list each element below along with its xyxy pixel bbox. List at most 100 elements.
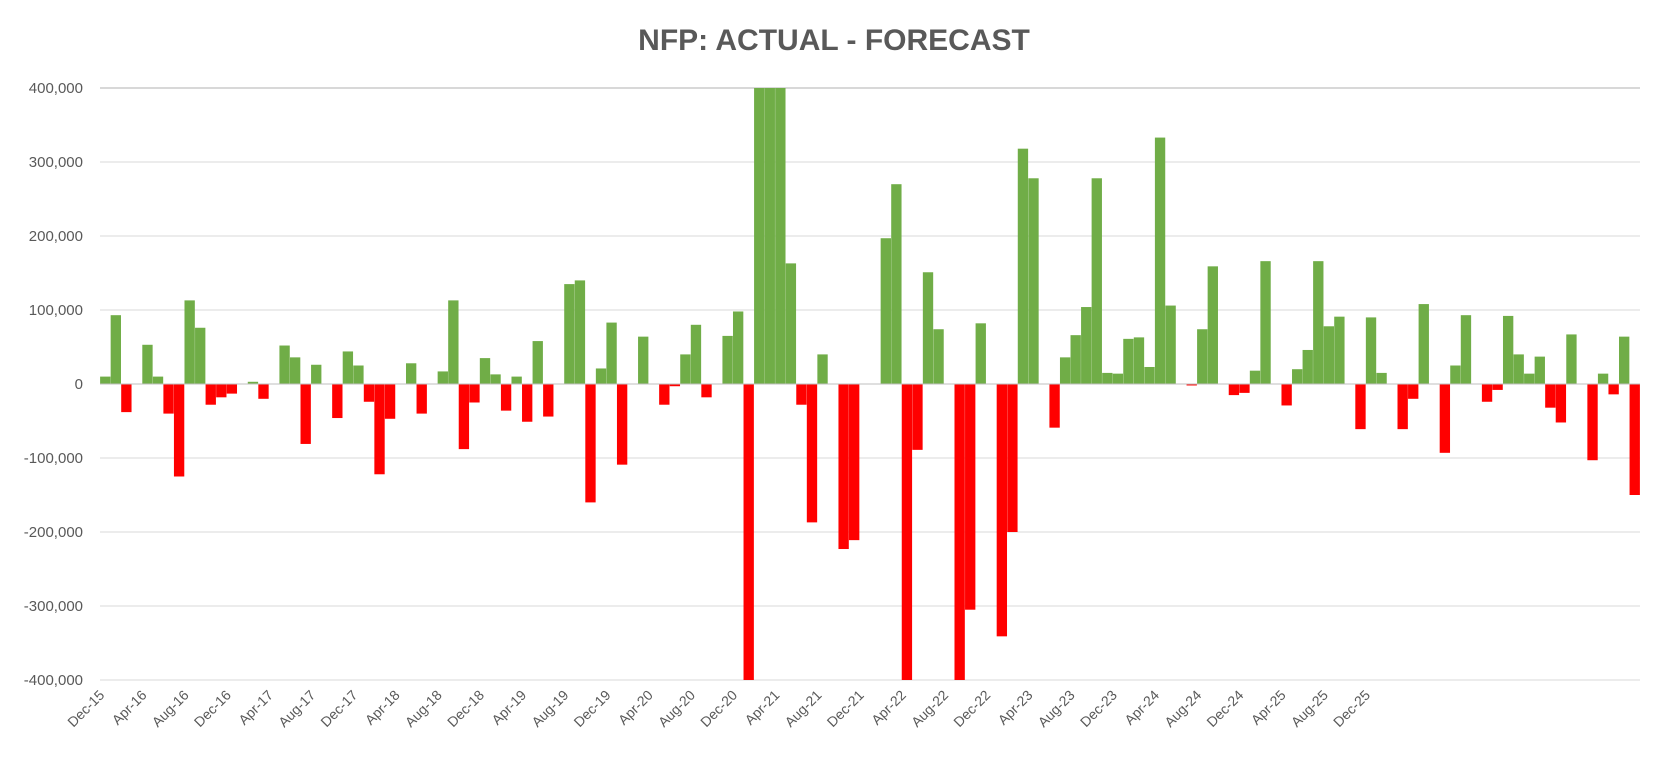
x-tick-label: Apr-21 bbox=[741, 687, 782, 728]
bar bbox=[1112, 373, 1124, 384]
bar bbox=[775, 88, 786, 384]
bar bbox=[1133, 337, 1145, 384]
x-tick-label: Dec-16 bbox=[191, 687, 234, 730]
bar bbox=[184, 300, 195, 384]
bar bbox=[500, 384, 512, 411]
bar bbox=[1081, 307, 1092, 384]
bar bbox=[680, 354, 691, 384]
x-tick-label: Apr-23 bbox=[995, 687, 1036, 728]
x-tick-label: Dec-22 bbox=[950, 687, 993, 730]
y-tick-label: -400,000 bbox=[24, 672, 83, 689]
x-tick-label: Aug-25 bbox=[1288, 687, 1331, 730]
bar bbox=[933, 329, 944, 384]
bar bbox=[363, 384, 375, 402]
bar bbox=[732, 311, 744, 384]
bar bbox=[543, 384, 554, 417]
y-tick-label: 100,000 bbox=[29, 302, 83, 319]
bar bbox=[616, 384, 628, 465]
y-axis-ticks: 400,000 300,000 200,000 100,000 0 -100,000 -20… bbox=[24, 80, 83, 689]
bar bbox=[1007, 384, 1018, 532]
bar bbox=[701, 384, 712, 398]
bar bbox=[659, 384, 670, 405]
x-tick-label: Aug-20 bbox=[655, 687, 698, 730]
bar bbox=[1313, 261, 1324, 384]
bar bbox=[785, 263, 797, 384]
bar bbox=[1545, 384, 1556, 408]
bar bbox=[880, 238, 891, 384]
bar bbox=[1239, 384, 1250, 393]
x-tick-label: Aug-17 bbox=[275, 687, 318, 730]
bar bbox=[532, 341, 543, 384]
y-tick-label: 0 bbox=[75, 376, 83, 393]
bar bbox=[1102, 372, 1113, 384]
bar bbox=[152, 376, 164, 384]
bar bbox=[1555, 384, 1567, 423]
bar bbox=[1017, 148, 1029, 384]
bar bbox=[1228, 384, 1240, 396]
bar bbox=[469, 384, 480, 403]
bar bbox=[110, 315, 121, 384]
bar bbox=[1207, 266, 1218, 384]
bar bbox=[1513, 354, 1524, 384]
bar bbox=[1302, 349, 1313, 384]
bar bbox=[1091, 178, 1102, 384]
bar bbox=[817, 354, 828, 384]
bar bbox=[922, 272, 934, 384]
bars bbox=[100, 88, 1640, 680]
bar bbox=[195, 327, 206, 384]
bar bbox=[669, 384, 681, 387]
bar bbox=[311, 364, 322, 384]
bar bbox=[1197, 329, 1208, 384]
bar bbox=[437, 371, 448, 384]
bar bbox=[300, 384, 311, 444]
bar bbox=[1365, 317, 1377, 384]
bar bbox=[163, 384, 174, 414]
bar bbox=[849, 384, 860, 541]
bar bbox=[405, 363, 417, 384]
bar bbox=[1281, 384, 1292, 406]
bar bbox=[1597, 373, 1609, 384]
bar bbox=[1450, 365, 1461, 384]
bar bbox=[1619, 336, 1630, 384]
bar bbox=[891, 184, 902, 384]
bar bbox=[1260, 261, 1271, 384]
bar bbox=[173, 384, 185, 477]
bar bbox=[1186, 384, 1197, 386]
bar bbox=[1355, 384, 1366, 430]
x-tick-label: Apr-16 bbox=[109, 687, 150, 728]
bar bbox=[764, 88, 775, 384]
chart-title: NFP: ACTUAL - FORECAST bbox=[638, 24, 1030, 57]
bar bbox=[353, 365, 364, 384]
bar bbox=[1534, 356, 1545, 384]
bar bbox=[416, 384, 427, 414]
bar bbox=[216, 384, 227, 398]
x-tick-label: Aug-24 bbox=[1161, 687, 1204, 730]
bar bbox=[1408, 384, 1419, 399]
bar bbox=[142, 344, 153, 384]
x-tick-label: Apr-20 bbox=[615, 687, 656, 728]
bar bbox=[606, 322, 617, 384]
x-tick-label: Dec-20 bbox=[697, 687, 740, 730]
bar bbox=[1144, 366, 1155, 384]
bar bbox=[1323, 326, 1335, 384]
x-tick-label: Aug-19 bbox=[528, 687, 571, 730]
x-tick-label: Apr-17 bbox=[235, 687, 276, 728]
x-tick-label: Apr-19 bbox=[488, 687, 529, 728]
x-tick-label: Dec-17 bbox=[317, 687, 360, 730]
bar bbox=[806, 384, 818, 523]
bar bbox=[511, 376, 522, 384]
x-tick-label: Apr-24 bbox=[1121, 687, 1162, 728]
bar bbox=[1334, 316, 1345, 384]
bar bbox=[332, 384, 343, 419]
bar bbox=[1587, 384, 1598, 461]
bar bbox=[342, 351, 354, 384]
y-tick-label: 300,000 bbox=[29, 154, 83, 171]
bar bbox=[458, 384, 470, 450]
bar bbox=[564, 284, 575, 384]
bar bbox=[100, 376, 111, 384]
x-tick-label: Aug-18 bbox=[402, 687, 445, 730]
bar bbox=[975, 323, 986, 384]
x-tick-label: Apr-22 bbox=[868, 687, 909, 728]
x-tick-label: Apr-18 bbox=[362, 687, 403, 728]
